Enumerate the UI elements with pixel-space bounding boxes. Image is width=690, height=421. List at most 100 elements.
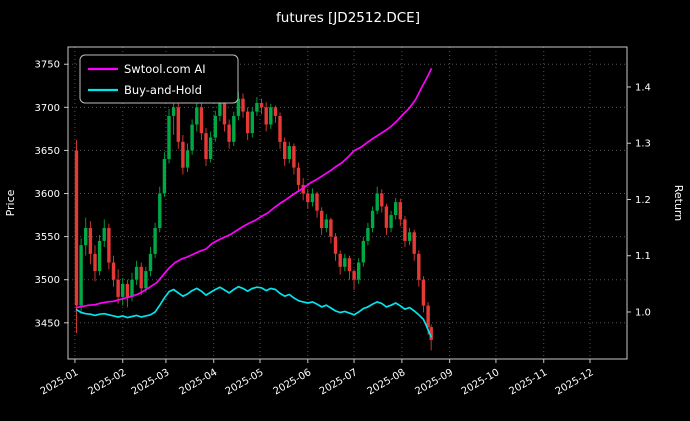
price-tick-label: 3550 xyxy=(35,232,60,243)
return-tick-label: 1.1 xyxy=(635,251,651,262)
candle-body xyxy=(125,284,130,297)
return-tick-label: 1.4 xyxy=(635,82,651,93)
y-axis-label-return: Return xyxy=(672,185,685,222)
legend-label-bh: Buy-and-Hold xyxy=(124,83,202,97)
candle-body xyxy=(213,116,217,138)
candle-body xyxy=(84,228,88,246)
x-tick-label: 2025-11 xyxy=(508,367,550,397)
candle-body xyxy=(236,98,241,116)
candle-body xyxy=(176,107,180,142)
candle-body xyxy=(380,193,384,207)
candle-body xyxy=(227,124,231,142)
candle-body xyxy=(162,159,167,194)
candle-body xyxy=(79,245,83,306)
series-line-swtool-com-ai xyxy=(75,68,433,309)
y-axis-label-price: Price xyxy=(4,189,17,216)
candle-body xyxy=(171,107,176,116)
candle-body xyxy=(375,193,379,211)
candle-body xyxy=(407,232,412,241)
price-tick-label: 3750 xyxy=(35,60,60,71)
candle-body xyxy=(398,202,402,220)
candle-body xyxy=(107,228,111,263)
candle-body xyxy=(352,271,356,280)
candle-body xyxy=(421,279,426,306)
price-tick-label: 3500 xyxy=(35,275,60,286)
candle-body xyxy=(190,124,194,151)
candle-body xyxy=(283,141,287,159)
candle-body xyxy=(287,146,291,159)
candle-body xyxy=(93,253,97,272)
candle-body xyxy=(315,193,319,211)
candle-body xyxy=(121,284,125,297)
x-tick-label: 2025-04 xyxy=(178,367,220,397)
candle-body xyxy=(347,258,352,272)
candle-body xyxy=(324,219,328,228)
candle-body xyxy=(320,210,324,228)
candle-body xyxy=(394,202,398,215)
x-tick-label: 2025-02 xyxy=(87,367,129,397)
candle-body xyxy=(255,103,259,112)
candle-body xyxy=(306,193,310,203)
candle-body xyxy=(102,228,106,241)
legend: Swtool.com AI Buy-and-Hold xyxy=(79,54,239,104)
candle-body xyxy=(384,206,389,228)
candle-body xyxy=(250,111,254,134)
price-tick-label: 3600 xyxy=(35,189,60,200)
candle-body xyxy=(412,232,416,254)
candle-body xyxy=(329,219,333,237)
candle-body xyxy=(264,107,268,125)
candle-body xyxy=(148,253,153,272)
x-tick-label: 2025-06 xyxy=(272,367,314,397)
candle-body xyxy=(403,219,407,241)
candle-body xyxy=(361,240,365,263)
candle-body xyxy=(144,271,148,289)
candle-body xyxy=(310,193,315,203)
candle-body xyxy=(343,258,347,267)
candle-body xyxy=(130,279,134,297)
x-tick-label: 2025-09 xyxy=(413,367,455,397)
candle-body xyxy=(338,253,342,267)
x-tick-label: 2025-12 xyxy=(554,367,596,397)
candle-body xyxy=(292,146,296,168)
candle-body xyxy=(181,141,185,168)
candle-body xyxy=(296,167,301,185)
candle-body xyxy=(153,228,157,254)
candle-body xyxy=(208,137,213,159)
candle-body xyxy=(111,262,116,280)
candle-body xyxy=(389,215,393,228)
candle-body xyxy=(278,116,282,142)
legend-box xyxy=(79,54,239,104)
candle-body xyxy=(417,253,421,280)
candle-body xyxy=(134,266,139,280)
plot-border xyxy=(67,46,628,360)
return-tick-label: 1.0 xyxy=(635,307,651,318)
price-tick-label: 3650 xyxy=(35,146,60,157)
return-tick-label: 1.2 xyxy=(635,195,651,206)
candle-body xyxy=(273,107,278,116)
x-tick-label: 2025-01 xyxy=(39,367,81,397)
candle-body xyxy=(259,103,264,108)
candle-body xyxy=(429,327,433,340)
candle-body xyxy=(116,279,120,297)
legend-label-ai: Swtool.com AI xyxy=(124,62,206,76)
candle-body xyxy=(333,236,338,254)
candle-body xyxy=(222,103,227,125)
candle-body xyxy=(88,228,93,254)
candle-body xyxy=(167,116,171,160)
candle-body xyxy=(97,240,102,272)
candle-body xyxy=(158,193,162,228)
candle-body xyxy=(199,107,204,134)
candle-body xyxy=(232,116,236,142)
candle-body xyxy=(357,262,361,280)
candle-body xyxy=(185,150,190,168)
candle-body xyxy=(269,107,273,125)
candle-body xyxy=(370,210,375,228)
candle-body xyxy=(366,228,370,241)
x-tick-label: 2025-03 xyxy=(130,367,172,397)
chart-title: futures [JD2512.DCE] xyxy=(276,10,420,26)
price-tick-label: 3450 xyxy=(35,318,60,329)
candle-body xyxy=(241,98,245,112)
candle-body xyxy=(218,103,222,116)
